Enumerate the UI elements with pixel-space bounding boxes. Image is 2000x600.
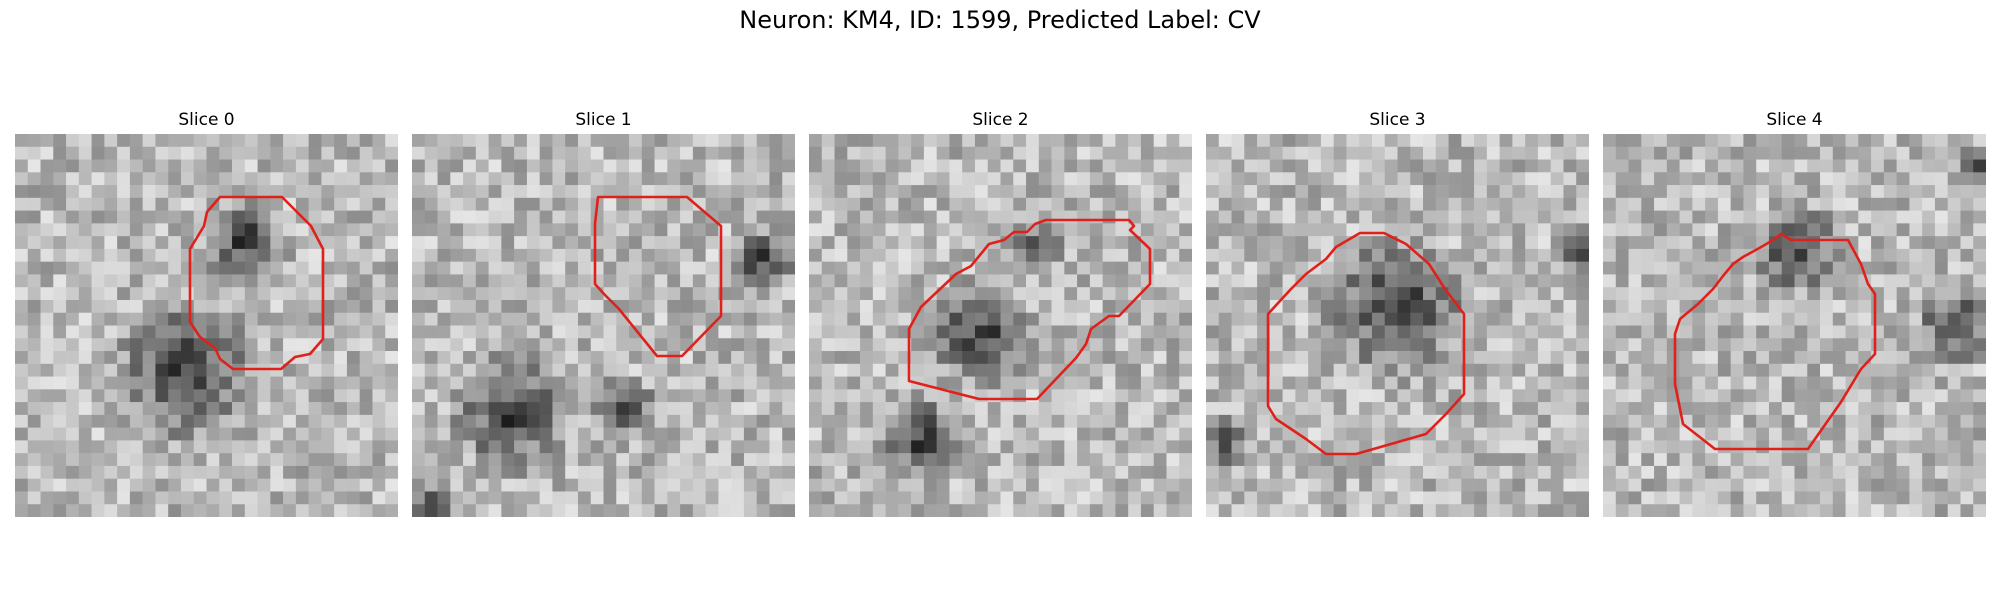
roi-contour-2 <box>907 218 1152 401</box>
slice-title-3: Slice 3 <box>1369 110 1426 130</box>
slice-panel-2: Slice 2 <box>809 0 1192 600</box>
slice-image-4 <box>1603 134 1986 517</box>
slice-panel-0: Slice 0 <box>15 0 398 600</box>
slice-image-1 <box>412 134 795 517</box>
slice-panel-3: Slice 3 <box>1206 0 1589 600</box>
slice-image-2 <box>809 134 1192 517</box>
figure-title: Neuron: KM4, ID: 1599, Predicted Label: … <box>739 6 1261 34</box>
slice-panel-4: Slice 4 <box>1603 0 1986 600</box>
slice-panel-1: Slice 1 <box>412 0 795 600</box>
slice-image-0 <box>15 134 398 517</box>
slice-title-4: Slice 4 <box>1766 110 1823 130</box>
roi-contour-1 <box>593 195 723 358</box>
slice-title-2: Slice 2 <box>972 110 1029 130</box>
roi-contour-4 <box>1673 232 1877 451</box>
roi-contour-0 <box>188 195 325 371</box>
slice-title-0: Slice 0 <box>178 110 235 130</box>
slice-image-3 <box>1206 134 1589 517</box>
roi-contour-3 <box>1266 231 1466 456</box>
slice-title-1: Slice 1 <box>575 110 632 130</box>
